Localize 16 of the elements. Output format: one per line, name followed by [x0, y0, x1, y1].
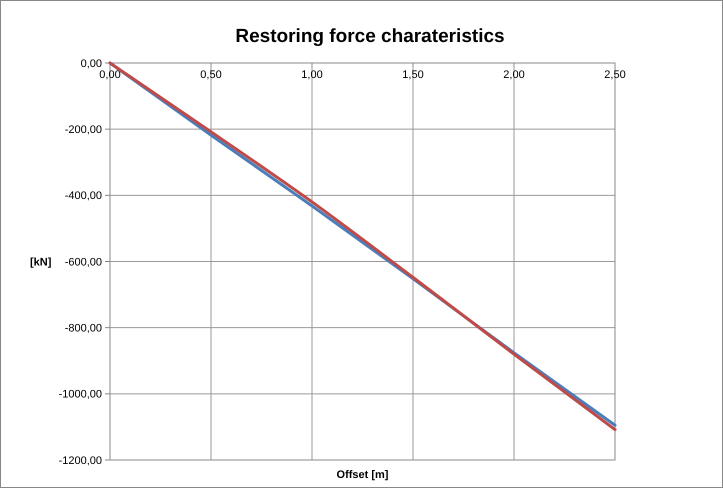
- y-tick-label: 0,00: [80, 58, 102, 70]
- y-tick-label: -800,00: [64, 322, 102, 335]
- x-tick-label: 2,00: [503, 69, 525, 81]
- y-tick-label: -1200,00: [58, 454, 102, 467]
- x-tick-label: 2,50: [604, 69, 626, 81]
- y-tick-label: -600,00: [64, 256, 102, 268]
- x-axis-title: Offset [m]: [336, 469, 389, 481]
- chart-title: Restoring force charateristics: [235, 26, 505, 47]
- x-tick-label: 0,50: [200, 69, 222, 81]
- y-tick-label: -400,00: [64, 190, 102, 202]
- y-axis-title: [kN]: [30, 256, 52, 268]
- y-tick-label: -1000,00: [58, 388, 102, 401]
- x-tick-label: 1,50: [402, 69, 424, 81]
- x-tick-label: 1,00: [301, 69, 323, 81]
- y-tick-label: -200,00: [64, 124, 102, 136]
- x-tick-label: 0,00: [99, 69, 121, 81]
